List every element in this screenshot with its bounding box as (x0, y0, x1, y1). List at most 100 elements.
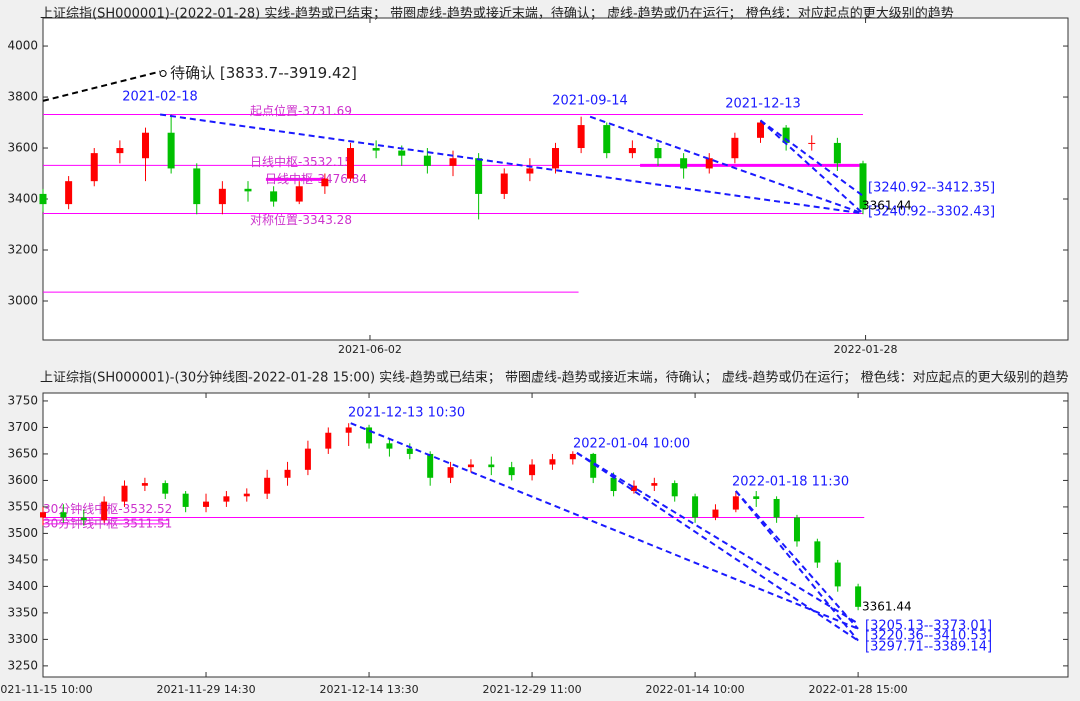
candle-body (630, 485, 637, 492)
annotation: 2021-12-13 10:30 (348, 406, 465, 421)
x-tick-label: 2021-06-02 (338, 343, 402, 356)
trend-line (759, 119, 864, 215)
candle-body (705, 158, 713, 169)
y-tick-label: 3000 (7, 293, 38, 307)
candle-body (552, 148, 559, 169)
annotation: 2021-12-13 (725, 97, 801, 112)
candle-body (793, 517, 800, 542)
plot-area (42, 392, 1069, 678)
candle-body (193, 168, 201, 205)
trend-line (159, 113, 864, 215)
candle-body (366, 427, 373, 444)
candle-body (855, 586, 862, 607)
level-label: 30分钟线中枢-3532.52 (43, 501, 172, 516)
pending-label: 待确认 [3833.7--3919.42] (170, 64, 357, 82)
candle-body (680, 158, 688, 169)
candle-body (40, 512, 46, 518)
annotation: 2022-01-18 11:30 (732, 475, 849, 490)
candle-body (549, 459, 556, 465)
candle-body (121, 485, 128, 502)
annotation: [3240.92--3302.43] (868, 205, 995, 220)
x-tick-label: 2022-01-28 (834, 343, 898, 356)
candle-body (475, 158, 483, 194)
y-tick-label: 3200 (7, 243, 38, 257)
level-label: 30分钟线中枢-3511.51 (43, 515, 172, 530)
level-label: 对称位置-3343.28 (250, 212, 352, 227)
annotation: 2021-02-18 (122, 90, 198, 105)
candle-body (223, 496, 230, 502)
y-tick-label: 3750 (7, 393, 38, 407)
candle-body (603, 125, 611, 154)
candle-body (244, 188, 252, 192)
candle-body (773, 498, 780, 518)
candle-body (654, 148, 662, 159)
annotation: [3240.92--3412.35] (868, 181, 995, 196)
x-tick-label: 2021-11-29 14:30 (156, 683, 255, 696)
candle-body (264, 477, 271, 494)
level-label: 日线中枢-3532.15 (250, 154, 352, 169)
candle-body (500, 173, 508, 194)
candle-body (167, 132, 175, 169)
candle-body (182, 493, 189, 507)
trend-line (42, 70, 161, 102)
candle-body (712, 509, 719, 518)
y-tick-label: 3550 (7, 499, 38, 513)
candle-body (692, 496, 699, 518)
candle-body (325, 432, 332, 449)
y-tick-label: 3700 (7, 420, 38, 434)
x-tick-label: 2021-12-29 11:00 (483, 683, 582, 696)
trend-line (576, 452, 859, 625)
y-tick-label: 3350 (7, 605, 38, 619)
trend-line (735, 490, 859, 642)
chart-title: 上证综指(SH000001)-(2022-01-28) 实线-趋势或已结束； 带… (40, 6, 954, 22)
candle-body (488, 464, 495, 468)
candle-body (577, 125, 585, 149)
y-tick-label: 3450 (7, 552, 38, 566)
y-tick-label: 3250 (7, 658, 38, 672)
candle-body (529, 464, 536, 476)
level-label: 日线中枢-3476.84 (265, 171, 367, 186)
candle-body (447, 467, 454, 478)
x-tick-label: 2021-11-15 10:00 (0, 683, 93, 696)
x-tick-label: 2021-12-14 13:30 (319, 683, 418, 696)
chart-panel: 上证综指(SH000001)-(30分钟线图-2022-01-28 15:00)… (0, 370, 1069, 697)
candle-body (610, 477, 617, 492)
candle-body (449, 158, 457, 166)
y-tick-label: 3650 (7, 446, 38, 460)
x-tick-label: 2022-01-14 10:00 (646, 683, 745, 696)
candle-body (372, 148, 380, 151)
candle-body (39, 193, 47, 205)
y-tick-label: 3500 (7, 526, 38, 540)
candle-body (808, 142, 816, 144)
candle-body (753, 496, 760, 499)
candle-body (90, 153, 98, 182)
candle-body (321, 178, 329, 187)
candle-body (398, 150, 406, 156)
y-tick-label: 3600 (7, 141, 38, 155)
trend-line (576, 452, 859, 642)
candle-body (65, 181, 73, 205)
annotation: [3297.71--3389.14] (865, 640, 992, 655)
candle-body (218, 188, 226, 205)
annotation: 3361.44 (862, 600, 912, 614)
candle-body (284, 469, 291, 478)
x-tick-label: 2022-01-28 15:00 (809, 683, 908, 696)
candle-body (590, 453, 597, 478)
candle-body (142, 132, 149, 159)
annotation: [3220.36--3410.53] (865, 629, 992, 644)
candle-body (386, 443, 393, 449)
chart-title: 上证综指(SH000001)-(30分钟线图-2022-01-28 15:00)… (40, 370, 1069, 386)
y-tick-label: 3600 (7, 473, 38, 487)
candle-body (833, 142, 841, 164)
y-tick-label: 3400 (7, 579, 38, 593)
candle-body (508, 467, 515, 476)
candle-body (347, 148, 354, 179)
trend-line (350, 422, 859, 630)
candle-body (671, 483, 678, 497)
candle-body (423, 155, 431, 166)
annotation: 3361.44 (862, 199, 912, 213)
candle-body (814, 541, 821, 563)
candle-body (162, 483, 169, 494)
candle-body (732, 496, 739, 510)
